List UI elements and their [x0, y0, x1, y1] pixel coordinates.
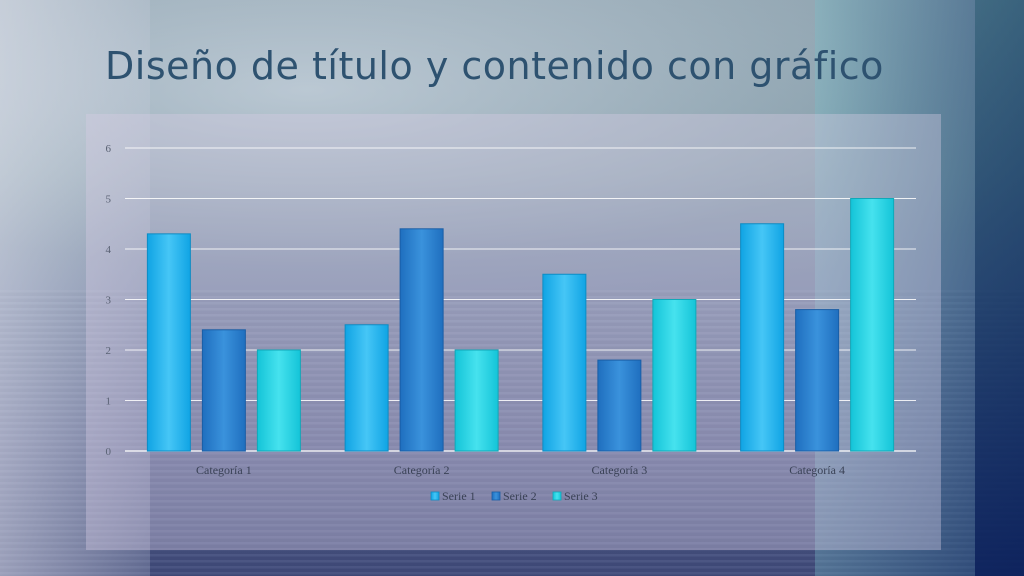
bar-serie-3-cat4[interactable]: [850, 198, 895, 452]
background-right-dark: [975, 0, 1024, 576]
y-tick-label: 6: [106, 143, 112, 155]
y-tick-label: 0: [106, 446, 112, 458]
bar-serie-2-cat1[interactable]: [201, 329, 246, 452]
bar-serie-1-cat3[interactable]: [542, 273, 587, 452]
bars[interactable]: [146, 198, 895, 452]
legend-item-label[interactable]: Serie 2: [503, 489, 537, 503]
legend-item-label[interactable]: Serie 1: [442, 489, 476, 503]
bar-serie-2-cat3[interactable]: [597, 359, 642, 452]
x-category-label: Categoría 3: [592, 463, 648, 477]
gridlines: [125, 147, 916, 452]
legend[interactable]: Serie 1 Serie 2 Serie 3: [430, 489, 598, 503]
bar-serie-2-cat2[interactable]: [399, 228, 444, 452]
y-tick-label: 2: [106, 345, 112, 357]
bar-serie-1-cat4[interactable]: [740, 223, 785, 452]
x-axis-categories: Categoría 1 Categoría 2 Categoría 3 Categor…: [196, 463, 845, 477]
y-tick-label: 3: [106, 295, 112, 307]
y-axis-ticks: 0 1 2 3 4 5 6: [106, 143, 112, 458]
y-tick-label: 5: [106, 194, 112, 206]
background-left-strip: [0, 0, 150, 576]
bar-serie-3-cat2[interactable]: [454, 349, 499, 452]
bar-serie-2-cat4[interactable]: [795, 309, 840, 452]
legend-swatch: [491, 491, 501, 501]
x-category-label: Categoría 2: [394, 463, 450, 477]
y-tick-label: 1: [106, 396, 112, 408]
bar-serie-1-cat2[interactable]: [344, 324, 389, 452]
legend-swatch: [552, 491, 562, 501]
bar-serie-3-cat3[interactable]: [652, 299, 697, 452]
legend-item-label[interactable]: Serie 3: [564, 489, 598, 503]
y-tick-label: 4: [106, 244, 112, 256]
legend-swatch: [430, 491, 440, 501]
bar-serie-3-cat1[interactable]: [256, 349, 301, 452]
x-category-label: Categoría 1: [196, 463, 252, 477]
x-category-label: Categoría 4: [789, 463, 845, 477]
slide-title[interactable]: Diseño de título y contenido con gráfico: [105, 44, 884, 88]
bar-serie-1-cat1[interactable]: [146, 233, 191, 452]
